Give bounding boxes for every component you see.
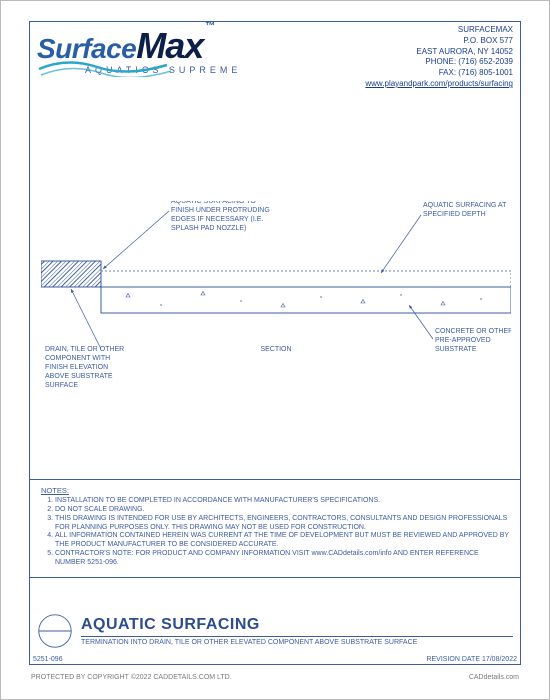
logo-wave-icon [37,55,237,77]
notes-rule-top [30,479,520,480]
section-drawing: AQUATIC SURFACING TOFINISH UNDER PROTRUD… [41,201,509,401]
contact-block: SURFACEMAX P.O. BOX 577 EAST AURORA, NY … [365,25,513,89]
footer-ref-no: 5251-096 [33,656,63,663]
svg-text:DRAIN, TILE OR OTHERCOMPONENT: DRAIN, TILE OR OTHERCOMPONENT WITHFINISH… [45,346,124,389]
section-symbol-icon [37,613,73,649]
svg-text:AQUATIC SURFACING TOFINISH UND: AQUATIC SURFACING TOFINISH UNDER PROTRUD… [171,201,270,232]
notes-list: INSTALLATION TO BE COMPLETED IN ACCORDAN… [41,497,509,567]
contact-addr2: EAST AURORA, NY 14052 [365,47,513,58]
footer-copyright: PROTECTED BY COPYRIGHT ©2022 CADDETAILS.… [31,674,232,681]
company-logo: SurfaceMax™ AQUATICS SUPREME [37,25,277,105]
notes-item: CONTRACTOR'S NOTE: FOR PRODUCT AND COMPA… [55,550,509,568]
title-block: AQUATIC SURFACING TERMINATION INTO DRAIN… [37,613,513,649]
notes-title: NOTES: [41,486,509,495]
notes-item: INSTALLATION TO BE COMPLETED IN ACCORDAN… [55,497,509,506]
header: SurfaceMax™ AQUATICS SUPREME SURFACEMAX … [37,25,513,89]
section-svg: AQUATIC SURFACING TOFINISH UNDER PROTRUD… [41,201,511,401]
notes-block: NOTES: INSTALLATION TO BE COMPLETED IN A… [41,486,509,567]
contact-url[interactable]: www.playandpark.com/products/surfacing [365,79,513,88]
contact-phone: PHONE: (716) 652-2039 [365,57,513,68]
contact-company: SURFACEMAX [365,25,513,36]
footer-site: CADdetails.com [469,674,519,681]
drawing-subtitle: TERMINATION INTO DRAIN, TILE OR OTHER EL… [81,636,513,646]
page: SurfaceMax™ AQUATICS SUPREME SURFACEMAX … [0,0,550,700]
contact-addr1: P.O. BOX 577 [365,36,513,47]
logo-tm: ™ [205,21,214,32]
notes-item: ALL INFORMATION CONTAINED HEREIN WAS CUR… [55,532,509,550]
drawing-title: AQUATIC SURFACING [81,616,513,634]
notes-item: DO NOT SCALE DRAWING. [55,506,509,515]
title-text-wrap: AQUATIC SURFACING TERMINATION INTO DRAIN… [81,616,513,646]
svg-text:CONCRETE OR OTHERPRE-APPROVEDS: CONCRETE OR OTHERPRE-APPROVEDSUBSTRATE [435,328,511,353]
footer-revision: REVISION DATE 17/08/2022 [426,656,517,663]
contact-fax: FAX: (716) 805-1001 [365,68,513,79]
notes-rule-bottom [30,577,520,578]
svg-text:AQUATIC SURFACING ATSPECIFIED: AQUATIC SURFACING ATSPECIFIED DEPTH [423,202,507,218]
notes-item: THIS DRAWING IS INTENDED FOR USE BY ARCH… [55,515,509,533]
section-label: SECTION [260,346,291,353]
